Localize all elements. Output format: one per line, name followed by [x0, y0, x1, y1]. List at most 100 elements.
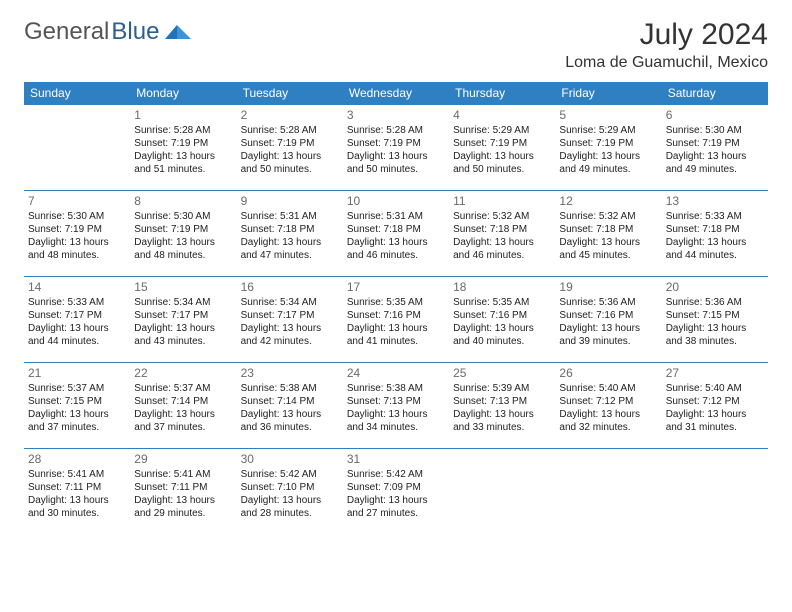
- day-info: Sunrise: 5:41 AMSunset: 7:11 PMDaylight:…: [28, 468, 126, 520]
- calendar-cell: 22 Sunrise: 5:37 AMSunset: 7:14 PMDayligh…: [130, 363, 236, 449]
- day-number: 22: [134, 366, 232, 380]
- calendar-row: 14Sunrise: 5:33 AMSunset: 7:17 PMDayligh…: [24, 277, 768, 363]
- calendar-cell: [24, 105, 130, 191]
- day-info: Sunrise: 5:42 AMSunset: 7:10 PMDaylight:…: [241, 468, 339, 520]
- calendar-cell: 21 Sunrise: 5:37 AMSunset: 7:15 PMDayligh…: [24, 363, 130, 449]
- day-info: Sunrise: 5:37 AMSunset: 7:15 PMDaylight:…: [28, 382, 126, 434]
- day-info: Sunrise: 5:41 AMSunset: 7:11 PMDaylight:…: [134, 468, 232, 520]
- day-number: 30: [241, 452, 339, 466]
- calendar-cell: 20 Sunrise: 5:36 AMSunset: 7:15 PMDayligh…: [662, 277, 768, 363]
- location-text: Loma de Guamuchil, Mexico: [24, 54, 768, 72]
- day-info: Sunrise: 5:32 AMSunset: 7:18 PMDaylight:…: [559, 210, 657, 262]
- day-header: Wednesday: [343, 82, 449, 105]
- day-info: Sunrise: 5:38 AMSunset: 7:13 PMDaylight:…: [347, 382, 445, 434]
- day-number: 1: [134, 108, 232, 122]
- day-number: 9: [241, 194, 339, 208]
- calendar-cell: 18 Sunrise: 5:35 AMSunset: 7:16 PMDayligh…: [449, 277, 555, 363]
- day-info: Sunrise: 5:34 AMSunset: 7:17 PMDaylight:…: [241, 296, 339, 348]
- day-number: 21: [28, 366, 126, 380]
- day-info: Sunrise: 5:28 AMSunset: 7:19 PMDaylight:…: [347, 124, 445, 176]
- day-number: 23: [241, 366, 339, 380]
- calendar-cell: [662, 449, 768, 535]
- day-info: Sunrise: 5:29 AMSunset: 7:19 PMDaylight:…: [559, 124, 657, 176]
- calendar-cell: 24 Sunrise: 5:38 AMSunset: 7:13 PMDayligh…: [343, 363, 449, 449]
- day-info: Sunrise: 5:38 AMSunset: 7:14 PMDaylight:…: [241, 382, 339, 434]
- day-number: 19: [559, 280, 657, 294]
- calendar-cell: 28 Sunrise: 5:41 AMSunset: 7:11 PMDayligh…: [24, 449, 130, 535]
- day-number: 4: [453, 108, 551, 122]
- day-info: Sunrise: 5:35 AMSunset: 7:16 PMDaylight:…: [453, 296, 551, 348]
- calendar-cell: 5Sunrise: 5:29 AMSunset: 7:19 PMDaylight…: [555, 105, 661, 191]
- calendar-cell: [555, 449, 661, 535]
- day-info: Sunrise: 5:31 AMSunset: 7:18 PMDaylight:…: [347, 210, 445, 262]
- calendar-row: 1 Sunrise: 5:28 AMSunset: 7:19 PMDaylight…: [24, 105, 768, 191]
- calendar-cell: 27 Sunrise: 5:40 AMSunset: 7:12 PMDayligh…: [662, 363, 768, 449]
- calendar-table: SundayMondayTuesdayWednesdayThursdayFrid…: [24, 82, 768, 535]
- day-number: 25: [453, 366, 551, 380]
- calendar-cell: 2Sunrise: 5:28 AMSunset: 7:19 PMDaylight…: [237, 105, 343, 191]
- calendar-cell: 30 Sunrise: 5:42 AMSunset: 7:10 PMDayligh…: [237, 449, 343, 535]
- calendar-cell: 3 Sunrise: 5:28 AMSunset: 7:19 PMDaylight…: [343, 105, 449, 191]
- calendar-cell: 29 Sunrise: 5:41 AMSunset: 7:11 PMDayligh…: [130, 449, 236, 535]
- day-number: 26: [559, 366, 657, 380]
- calendar-cell: [449, 449, 555, 535]
- day-number: 8: [134, 194, 232, 208]
- day-header: Sunday: [24, 82, 130, 105]
- day-header-row: SundayMondayTuesdayWednesdayThursdayFrid…: [24, 82, 768, 105]
- brand-logo: GeneralBlue: [24, 18, 193, 46]
- calendar-cell: 15 Sunrise: 5:34 AMSunset: 7:17 PMDayligh…: [130, 277, 236, 363]
- day-info: Sunrise: 5:31 AMSunset: 7:18 PMDaylight:…: [241, 210, 339, 262]
- calendar-cell: 11Sunrise: 5:32 AMSunset: 7:18 PMDayligh…: [449, 191, 555, 277]
- day-number: 18: [453, 280, 551, 294]
- day-info: Sunrise: 5:28 AMSunset: 7:19 PMDaylight:…: [134, 124, 232, 176]
- calendar-body: 1 Sunrise: 5:28 AMSunset: 7:19 PMDaylight…: [24, 105, 768, 535]
- day-number: 27: [666, 366, 764, 380]
- day-info: Sunrise: 5:28 AMSunset: 7:19 PMDaylight:…: [241, 124, 339, 176]
- day-number: 12: [559, 194, 657, 208]
- day-info: Sunrise: 5:36 AMSunset: 7:16 PMDaylight:…: [559, 296, 657, 348]
- day-info: Sunrise: 5:34 AMSunset: 7:17 PMDaylight:…: [134, 296, 232, 348]
- calendar-cell: 8 Sunrise: 5:30 AMSunset: 7:19 PMDaylight…: [130, 191, 236, 277]
- day-number: 15: [134, 280, 232, 294]
- day-number: 28: [28, 452, 126, 466]
- day-info: Sunrise: 5:40 AMSunset: 7:12 PMDaylight:…: [559, 382, 657, 434]
- day-info: Sunrise: 5:35 AMSunset: 7:16 PMDaylight:…: [347, 296, 445, 348]
- day-number: 17: [347, 280, 445, 294]
- day-info: Sunrise: 5:42 AMSunset: 7:09 PMDaylight:…: [347, 468, 445, 520]
- calendar-cell: 14Sunrise: 5:33 AMSunset: 7:17 PMDayligh…: [24, 277, 130, 363]
- day-number: 16: [241, 280, 339, 294]
- day-number: 14: [28, 280, 126, 294]
- day-info: Sunrise: 5:30 AMSunset: 7:19 PMDaylight:…: [134, 210, 232, 262]
- day-number: 10: [347, 194, 445, 208]
- day-header: Thursday: [449, 82, 555, 105]
- day-number: 6: [666, 108, 764, 122]
- day-header: Monday: [130, 82, 236, 105]
- calendar-cell: 17 Sunrise: 5:35 AMSunset: 7:16 PMDayligh…: [343, 277, 449, 363]
- day-number: 20: [666, 280, 764, 294]
- calendar-cell: 10 Sunrise: 5:31 AMSunset: 7:18 PMDayligh…: [343, 191, 449, 277]
- day-header: Tuesday: [237, 82, 343, 105]
- day-header: Saturday: [662, 82, 768, 105]
- calendar-cell: 26 Sunrise: 5:40 AMSunset: 7:12 PMDayligh…: [555, 363, 661, 449]
- day-number: 24: [347, 366, 445, 380]
- day-number: 3: [347, 108, 445, 122]
- calendar-row: 28 Sunrise: 5:41 AMSunset: 7:11 PMDayligh…: [24, 449, 768, 535]
- calendar-cell: 19 Sunrise: 5:36 AMSunset: 7:16 PMDayligh…: [555, 277, 661, 363]
- calendar-row: 7Sunrise: 5:30 AMSunset: 7:19 PMDaylight…: [24, 191, 768, 277]
- calendar-cell: 4 Sunrise: 5:29 AMSunset: 7:19 PMDaylight…: [449, 105, 555, 191]
- day-info: Sunrise: 5:29 AMSunset: 7:19 PMDaylight:…: [453, 124, 551, 176]
- day-info: Sunrise: 5:36 AMSunset: 7:15 PMDaylight:…: [666, 296, 764, 348]
- page-title: July 2024: [640, 18, 768, 52]
- brand-part1: General: [24, 18, 109, 46]
- calendar-cell: 25Sunrise: 5:39 AMSunset: 7:13 PMDayligh…: [449, 363, 555, 449]
- day-number: 13: [666, 194, 764, 208]
- day-number: 31: [347, 452, 445, 466]
- day-number: 11: [453, 194, 551, 208]
- day-info: Sunrise: 5:40 AMSunset: 7:12 PMDaylight:…: [666, 382, 764, 434]
- calendar-cell: 7Sunrise: 5:30 AMSunset: 7:19 PMDaylight…: [24, 191, 130, 277]
- calendar-cell: 23 Sunrise: 5:38 AMSunset: 7:14 PMDayligh…: [237, 363, 343, 449]
- calendar-row: 21 Sunrise: 5:37 AMSunset: 7:15 PMDayligh…: [24, 363, 768, 449]
- day-info: Sunrise: 5:37 AMSunset: 7:14 PMDaylight:…: [134, 382, 232, 434]
- day-number: 29: [134, 452, 232, 466]
- day-info: Sunrise: 5:30 AMSunset: 7:19 PMDaylight:…: [28, 210, 126, 262]
